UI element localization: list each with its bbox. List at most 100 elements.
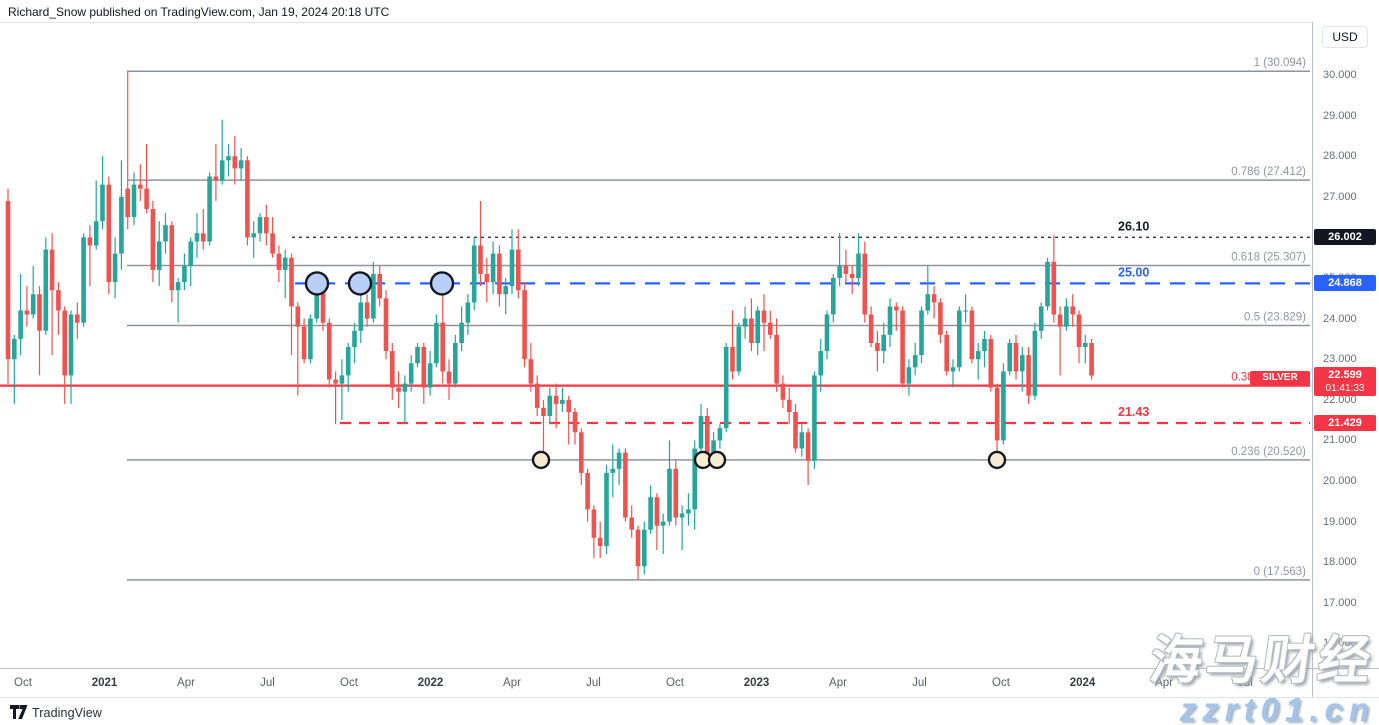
marker-circle-cream[interactable]	[987, 450, 1007, 470]
candle-body	[522, 290, 527, 360]
candle-body	[799, 432, 805, 449]
candle-body	[868, 314, 874, 343]
candle-body	[919, 310, 924, 356]
candle-body	[1045, 261, 1050, 307]
time-axis-label: Apr	[503, 677, 521, 689]
candle-body	[579, 432, 584, 473]
candle-body	[698, 416, 704, 449]
candle-body	[333, 379, 338, 384]
candle-body	[1007, 343, 1012, 372]
candle-body	[516, 249, 521, 291]
candle-body	[156, 241, 162, 270]
marker-circle-blue[interactable]	[347, 271, 373, 296]
candle-body	[786, 399, 792, 412]
time-axis-label: Apr	[1155, 677, 1173, 689]
candle-body	[1032, 330, 1038, 396]
candle-body	[276, 253, 282, 270]
symbol-label-badge: SILVER	[1250, 371, 1310, 385]
marker-circle-cream[interactable]	[707, 450, 727, 470]
marker-circle-blue[interactable]	[429, 271, 455, 296]
candle-body	[982, 338, 987, 352]
candle-body	[912, 355, 918, 368]
candle-body	[503, 286, 508, 295]
candle-body	[528, 359, 534, 384]
tradingview-logo-icon[interactable]	[10, 704, 28, 720]
candle-body	[761, 310, 767, 323]
candle-body	[686, 509, 691, 514]
candle-body	[642, 529, 647, 567]
marker-circle-blue[interactable]	[304, 271, 330, 296]
candle-body	[301, 326, 307, 360]
price-axis-label: 18.000	[1323, 556, 1357, 569]
price-axis-label: 24.000	[1323, 312, 1357, 325]
candle-body	[906, 367, 912, 384]
fib-level-label-0.618: 0.618 (25.307)	[1231, 252, 1306, 264]
price-badge-22.599: 22.599 01:41:33	[1314, 367, 1376, 396]
candle-body	[944, 334, 949, 372]
candle-body	[673, 468, 679, 518]
candle-body	[994, 387, 1000, 441]
candle-body	[736, 326, 742, 372]
candle-body	[717, 428, 723, 441]
candle-body	[1051, 261, 1057, 315]
candle-body	[831, 278, 836, 315]
candle-body	[440, 322, 445, 372]
candle-body	[188, 241, 193, 266]
candle-body	[421, 347, 427, 388]
candle-body	[30, 294, 36, 315]
time-axis-label: Jul	[586, 677, 601, 689]
candle-body	[660, 521, 666, 526]
time-axis-label: Apr	[177, 677, 195, 689]
currency-toggle-button[interactable]: USD	[1322, 26, 1368, 48]
candlestick-chart-canvas[interactable]: 26.10 25.00 21.43 1 (30.094) 0.786 (27.412) 0…	[0, 0, 1312, 668]
candle-body	[106, 184, 112, 283]
candle-body	[377, 273, 382, 299]
candle-body	[415, 347, 420, 364]
candle-body	[560, 399, 565, 404]
candle-body	[194, 233, 200, 242]
candle-body	[327, 322, 332, 380]
candle-body	[226, 156, 231, 161]
candle-body	[975, 351, 981, 360]
annotation-label-26.10: 26.10	[1118, 219, 1149, 233]
candle-body	[1076, 314, 1082, 347]
candle-body	[383, 298, 389, 352]
candle-body	[282, 257, 288, 270]
candle-body	[931, 294, 937, 303]
time-axis-label: Jul	[1238, 677, 1253, 689]
candle-body	[125, 188, 130, 218]
candle-body	[308, 318, 313, 360]
candle-body	[881, 334, 886, 352]
candle-body	[402, 383, 408, 392]
time-axis-label: Oct	[992, 677, 1010, 689]
time-axis[interactable]: Oct 2021 Apr Jul Oct 2022 Apr Jul Oct 2023 Apr Jul O…	[0, 668, 1312, 698]
candle-body	[824, 314, 830, 352]
marker-circle-cream[interactable]	[531, 450, 551, 470]
candle-body	[623, 452, 628, 518]
candle-body	[805, 432, 811, 461]
fib-level-label-0.236: 0.236 (20.520)	[1231, 446, 1306, 458]
fib-level-label-0.5: 0.5 (23.829)	[1244, 312, 1306, 324]
chart-plot-area[interactable]: 26.10 25.00 21.43 1 (30.094) 0.786 (27.412) 0…	[0, 0, 1312, 668]
candle-body	[339, 375, 345, 384]
candle-body	[320, 290, 326, 323]
candle-body	[1057, 314, 1063, 327]
candle-body	[572, 412, 578, 433]
price-axis-label: 23.000	[1323, 353, 1357, 366]
candle-body	[591, 509, 597, 538]
candle-body	[553, 395, 559, 404]
candle-body	[963, 310, 968, 312]
candle-body	[12, 338, 17, 360]
tradingview-brand[interactable]: TradingView	[32, 706, 102, 720]
candle-body	[938, 302, 943, 335]
price-axis[interactable]: USD 30.00029.00028.00027.00026.00025.000…	[1312, 22, 1379, 668]
price-axis-label: 17.000	[1323, 596, 1357, 609]
time-axis-label: 2022	[417, 677, 444, 689]
candle-body	[768, 322, 773, 335]
candle-body	[780, 383, 786, 400]
candle-body	[201, 233, 206, 242]
candle-body	[213, 176, 219, 181]
time-axis-label: 2023	[743, 677, 770, 689]
candle-body	[509, 249, 515, 287]
candle-body	[49, 249, 55, 291]
